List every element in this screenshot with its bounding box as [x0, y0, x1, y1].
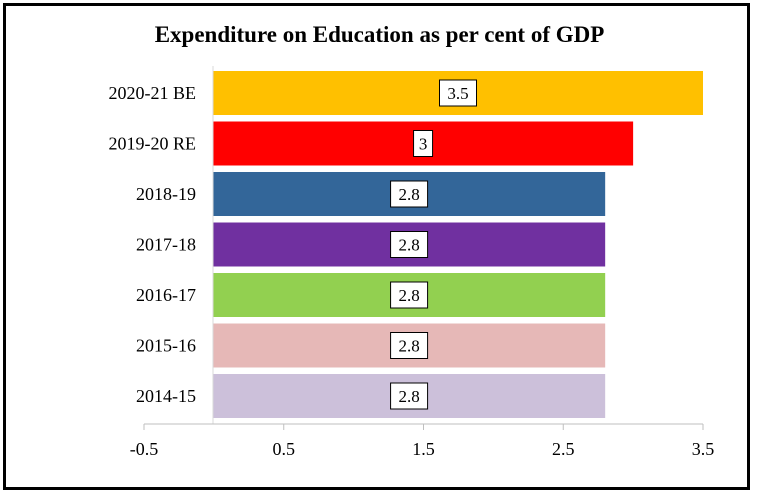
category-label: 2017-18 — [136, 235, 196, 255]
data-label: 2.8 — [398, 286, 419, 305]
data-label-box — [390, 332, 429, 359]
category-label: 2018-19 — [136, 184, 196, 204]
data-label-box — [390, 382, 429, 410]
x-tick-label: -0.5 — [130, 439, 159, 459]
data-label: 3.5 — [447, 84, 468, 103]
category-label: 2015-16 — [136, 336, 196, 356]
data-label-box — [390, 180, 429, 208]
x-tick-label: 3.5 — [692, 439, 715, 459]
data-label-box — [413, 130, 434, 157]
chart-title: Expenditure on Education as per cent of … — [154, 22, 605, 47]
category-label: 2020-21 BE — [109, 83, 197, 103]
x-tick-label: 0.5 — [273, 439, 296, 459]
category-label: 2016-17 — [136, 285, 196, 305]
data-label: 2.8 — [398, 236, 419, 255]
category-label: 2014-15 — [136, 386, 196, 406]
category-label: 2019-20 RE — [109, 134, 197, 154]
data-label: 2.8 — [398, 337, 419, 356]
category-labels-group: 2020-21 BE 2019-20 RE 2018-19 2017-18 2016-1… — [109, 83, 197, 406]
x-axis: -0.5 0.5 1.5 2.5 3.5 — [130, 66, 715, 459]
x-tick-label: 1.5 — [412, 439, 435, 459]
data-label-box — [390, 281, 429, 309]
bars-group — [213, 71, 703, 418]
x-tick-label: 2.5 — [552, 439, 575, 459]
data-label: 2.8 — [398, 387, 419, 406]
data-label: 2.8 — [398, 185, 419, 204]
data-label: 3 — [419, 135, 428, 154]
data-label-box — [439, 79, 477, 107]
data-label-box — [390, 231, 429, 258]
data-labels-group: 3.5 3 2.8 2.8 2.8 2.8 2.8 — [390, 79, 477, 410]
